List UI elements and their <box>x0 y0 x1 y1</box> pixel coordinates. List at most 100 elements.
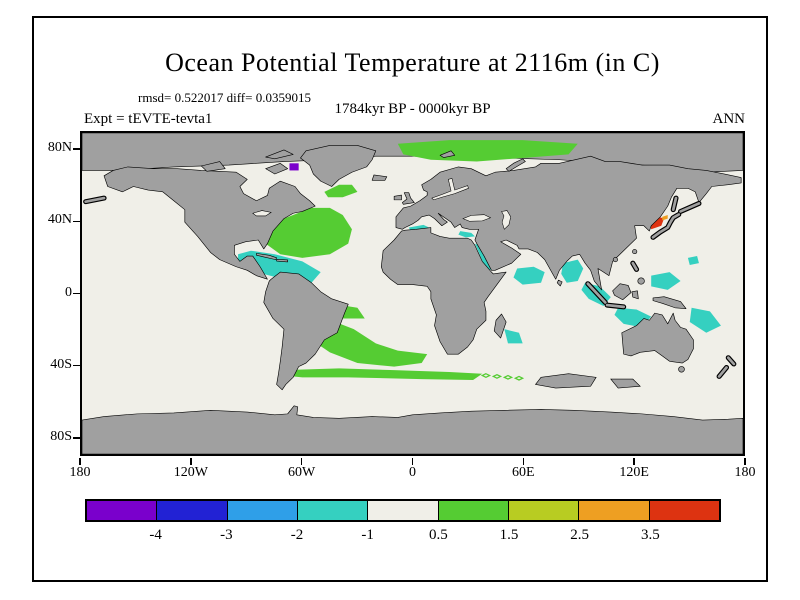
latitude-tick-mark <box>73 364 80 367</box>
java <box>605 303 626 309</box>
japan-arc <box>651 213 681 239</box>
longitude-tick-label: 60W <box>288 465 316 480</box>
se-madagascar-cold <box>504 329 523 344</box>
black-sea <box>462 214 492 222</box>
svalbard <box>439 150 456 158</box>
colorbar-boundary-label: 1.5 <box>499 527 519 543</box>
hainan <box>612 257 618 263</box>
longitude-tick-mark <box>411 458 414 465</box>
south-atlantic-warm <box>311 322 428 367</box>
colorbar-boundary-label: 2.5 <box>570 527 590 543</box>
kerguelen-plateau-mask <box>534 373 597 389</box>
colorbar-boundary-label: -4 <box>149 527 162 543</box>
southern-ocean-warm-band <box>283 368 483 380</box>
colorbar-cell-1 <box>157 501 228 520</box>
latitude-tick-mark <box>73 437 80 439</box>
latitude-tick-label: 40N <box>47 212 72 228</box>
south-of-australia-mask <box>610 378 641 389</box>
great-lakes <box>252 210 272 217</box>
new-guinea <box>652 296 687 309</box>
africa <box>380 227 507 355</box>
longitude-tick-label: 0 <box>409 465 416 480</box>
colorbar-cell-3 <box>297 501 369 520</box>
sri-lanka <box>556 279 563 287</box>
north-america <box>103 166 316 280</box>
map-frame <box>80 131 745 456</box>
coral-sea-cold <box>689 307 721 333</box>
borneo <box>612 283 632 301</box>
mindanao <box>637 277 645 285</box>
colorbar-cell-7 <box>579 501 650 520</box>
longitude-tick-label: 120E <box>619 465 649 480</box>
season-label: ANN <box>712 111 746 127</box>
sulawesi <box>631 290 639 300</box>
longitude-tick-mark <box>79 458 81 465</box>
aleutian-arc <box>84 196 106 203</box>
longitude-tick-mark <box>744 458 746 465</box>
colorbar-boundary-label: -3 <box>220 527 233 543</box>
colorbar <box>85 499 721 522</box>
baffin-island <box>265 163 288 175</box>
colorbar-boundary-label: 0.5 <box>428 527 448 543</box>
ellesmere-island <box>265 149 294 160</box>
longitude-tick-label: 120W <box>173 465 208 480</box>
longitude-tick-mark <box>522 458 525 465</box>
latitude-tick-label: 0 <box>65 284 72 300</box>
southern-ocean-warm-hatch-4 <box>513 375 525 381</box>
inland-seas-layer <box>252 178 512 230</box>
tasmania <box>678 366 685 373</box>
caspian-sea <box>501 210 512 230</box>
longitude-tick-label: 180 <box>734 465 756 480</box>
colorbar-cell-5 <box>438 501 509 520</box>
longitude-tick-label: 180 <box>69 465 91 480</box>
latitude-tick-mark <box>73 220 80 223</box>
kuril-arc <box>679 202 701 213</box>
colorbar-boundary-label: -1 <box>361 527 374 543</box>
latitude-tick-label: 40S <box>50 356 72 372</box>
bay-of-bengal-cold <box>561 259 584 283</box>
nw-pacific-cold-speck <box>687 256 699 265</box>
red-sea-cold <box>474 243 492 272</box>
hispaniola <box>276 258 288 263</box>
sakhalin <box>671 196 678 212</box>
sumatra <box>586 282 607 304</box>
new-zealand-north <box>726 356 736 366</box>
eurasia <box>395 155 742 291</box>
world-map <box>82 133 743 454</box>
south-america <box>263 271 349 391</box>
baltic-sea <box>431 178 469 201</box>
time-period-label: 1784kyr BP - 0000kyr BP <box>334 101 491 117</box>
longitude-tick-mark <box>633 458 635 465</box>
great-britain <box>402 192 415 205</box>
colorbar-cell-8 <box>649 501 719 520</box>
iceland <box>371 174 388 181</box>
southern-ocean-warm-hatch-3 <box>502 374 514 380</box>
madagascar <box>493 313 507 339</box>
latitude-tick-label: 80S <box>50 428 72 444</box>
southern-ocean-warm-hatch-1 <box>480 373 492 379</box>
philippine-sea-cold <box>651 272 681 290</box>
latitude-tick-mark <box>73 292 80 295</box>
australia <box>621 312 694 364</box>
taiwan <box>632 249 638 255</box>
continents-layer <box>82 145 743 454</box>
arabian-sea-cold <box>513 266 545 285</box>
new-zealand-south <box>717 366 728 378</box>
longitude-tick-mark <box>190 458 192 465</box>
outer-border-frame <box>32 16 768 582</box>
colorbar-boundary-label: 3.5 <box>640 527 660 543</box>
plot-title: Ocean Potential Temperature at 2116m (in… <box>165 48 660 77</box>
baffin-bay-cold-spot <box>289 163 299 171</box>
greenland <box>300 145 377 187</box>
victoria-island <box>201 161 226 172</box>
latitude-tick-mark <box>73 148 80 150</box>
longitude-tick-mark <box>300 458 303 465</box>
north-atlantic-warm <box>265 207 352 258</box>
novaya-zemlya <box>505 158 526 172</box>
experiment-label: Expt = tEVTE-tevta1 <box>84 111 213 127</box>
colorbar-cell-2 <box>227 501 298 520</box>
longitude-tick-label: 60E <box>512 465 535 480</box>
cuba <box>256 253 277 260</box>
colorbar-cell-0 <box>87 501 158 520</box>
